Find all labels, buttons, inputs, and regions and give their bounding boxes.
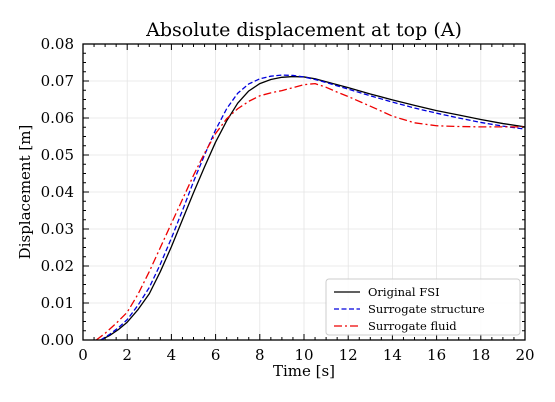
x-tick-labels: 0 2 4 6 8 10 12 14 16 18 20: [78, 346, 534, 364]
y-tick-label: 0.02: [41, 257, 74, 275]
legend-box: [325, 278, 521, 336]
series-line-0: [100, 75, 526, 341]
series-layer: [95, 74, 526, 341]
y-tick-label: 0.07: [41, 72, 74, 90]
plot-frame: [82, 43, 526, 341]
legend-label-0: Original FSI: [368, 285, 440, 299]
x-tick-label: 20: [515, 346, 534, 364]
y-tick-label: 0.06: [41, 109, 74, 127]
y-tick-label: 0.01: [41, 294, 74, 312]
x-tick-label: 14: [383, 346, 402, 364]
y-axis-label: Displacement [m]: [16, 125, 34, 260]
y-tick-label: 0.03: [41, 220, 74, 238]
x-tick-label: 0: [78, 346, 88, 364]
chart-title: Absolute displacement at top (A): [145, 19, 462, 41]
y-tick-label: 0.04: [41, 183, 74, 201]
x-tick-label: 18: [471, 346, 490, 364]
y-tick-labels: 0.00 0.01 0.02 0.03 0.04 0.05 0.06 0.07 0.08: [41, 35, 74, 349]
legend-label-2: Surrogate fluid: [368, 319, 457, 333]
x-tick-label: 16: [427, 346, 446, 364]
y-tick-label: 0.00: [41, 331, 74, 349]
x-tick-label: 10: [294, 346, 313, 364]
legend-label-1: Surrogate structure: [368, 302, 485, 316]
x-tick-label: 12: [339, 346, 358, 364]
x-tick-label: 6: [211, 346, 221, 364]
y-tick-label: 0.05: [41, 146, 74, 164]
x-axis-label: Time [s]: [273, 362, 335, 380]
x-tick-label: 8: [255, 346, 265, 364]
x-tick-label: 2: [122, 346, 132, 364]
legend: Original FSI Surrogate structure Surrogate…: [325, 278, 521, 336]
series-line-1: [100, 74, 526, 341]
x-tick-label: 4: [167, 346, 177, 364]
series-line-2: [95, 82, 525, 341]
y-tick-label: 0.08: [41, 35, 74, 53]
